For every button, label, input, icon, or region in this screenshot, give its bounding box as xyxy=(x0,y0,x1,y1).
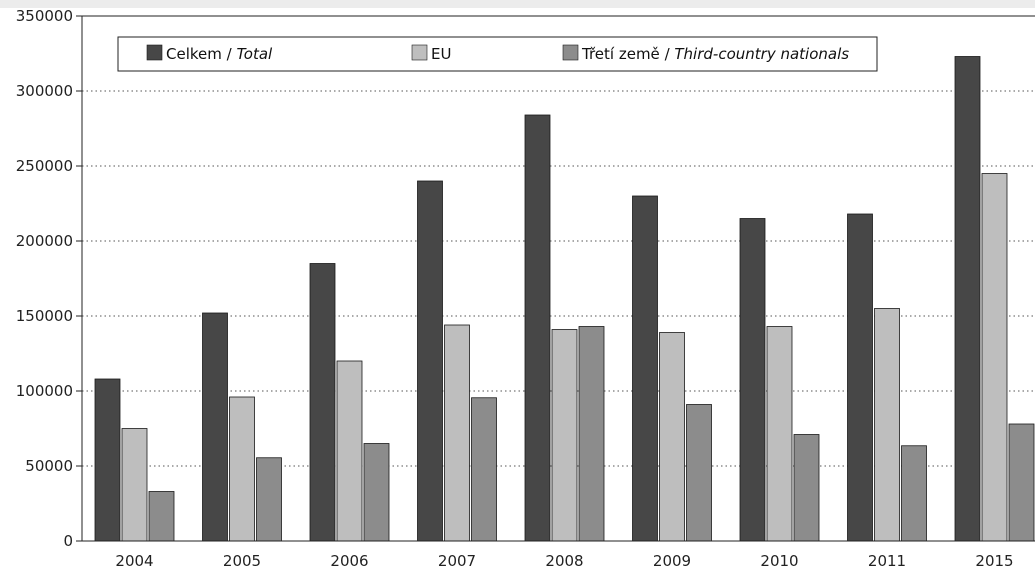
x-tick-label: 2015 xyxy=(975,552,1013,570)
bar xyxy=(578,326,605,542)
bar xyxy=(659,332,685,542)
bar xyxy=(524,114,551,542)
bar xyxy=(686,404,712,542)
bar xyxy=(444,324,470,542)
y-tick-label: 50000 xyxy=(25,457,73,475)
x-tick-label: 2009 xyxy=(653,552,691,570)
y-tick-label: 350000 xyxy=(16,7,73,25)
bar xyxy=(901,445,927,542)
legend-swatch xyxy=(146,44,163,61)
bar xyxy=(471,397,497,542)
legend: Celkem / Total EU Třetí země / Third-count… xyxy=(117,36,878,72)
bar xyxy=(94,378,121,542)
bar xyxy=(1008,423,1035,542)
bar xyxy=(309,263,336,542)
x-tick-label: 2006 xyxy=(330,552,368,570)
legend-label: Celkem / Total xyxy=(166,45,273,63)
bar xyxy=(256,457,282,542)
y-tick-label: 0 xyxy=(63,532,73,550)
x-tick-labels: 2004 2005 2006 2007 2008 2009 2010 2011 2015 xyxy=(115,552,1013,570)
bar xyxy=(148,491,175,542)
y-tick-label: 150000 xyxy=(16,307,73,325)
y-tick-label: 100000 xyxy=(16,382,73,400)
x-tick-label: 2010 xyxy=(760,552,798,570)
x-tick-label: 2005 xyxy=(223,552,261,570)
legend-swatch xyxy=(562,44,579,61)
axes xyxy=(81,15,1035,542)
x-tick-label: 2007 xyxy=(438,552,476,570)
y-tick-labels: 0 50000 100000 150000 200000 250000 300000 3500… xyxy=(16,7,82,550)
bar xyxy=(121,428,148,542)
bar xyxy=(363,443,390,542)
bar xyxy=(417,180,443,542)
legend-swatch xyxy=(411,44,428,61)
bar xyxy=(981,173,1008,542)
bar xyxy=(766,326,793,542)
y-tick-label: 300000 xyxy=(16,82,73,100)
x-tick-label: 2011 xyxy=(868,552,906,570)
bar xyxy=(739,218,766,542)
bar xyxy=(202,312,228,542)
bar xyxy=(793,434,820,542)
bars xyxy=(94,56,1035,542)
bar xyxy=(551,329,578,542)
bar xyxy=(336,360,363,542)
bar xyxy=(954,56,981,542)
legend-box xyxy=(117,36,878,72)
bar xyxy=(874,308,900,542)
legend-label: EU xyxy=(431,45,451,63)
top-band xyxy=(0,0,1035,8)
x-tick-label: 2004 xyxy=(115,552,153,570)
bar xyxy=(632,195,658,542)
legend-label: Třetí země / Third-country nationals xyxy=(581,45,849,63)
y-tick-label: 250000 xyxy=(16,157,73,175)
bar xyxy=(229,396,255,542)
y-tick-label: 200000 xyxy=(16,232,73,250)
x-tick-label: 2008 xyxy=(545,552,583,570)
bar xyxy=(847,213,873,542)
